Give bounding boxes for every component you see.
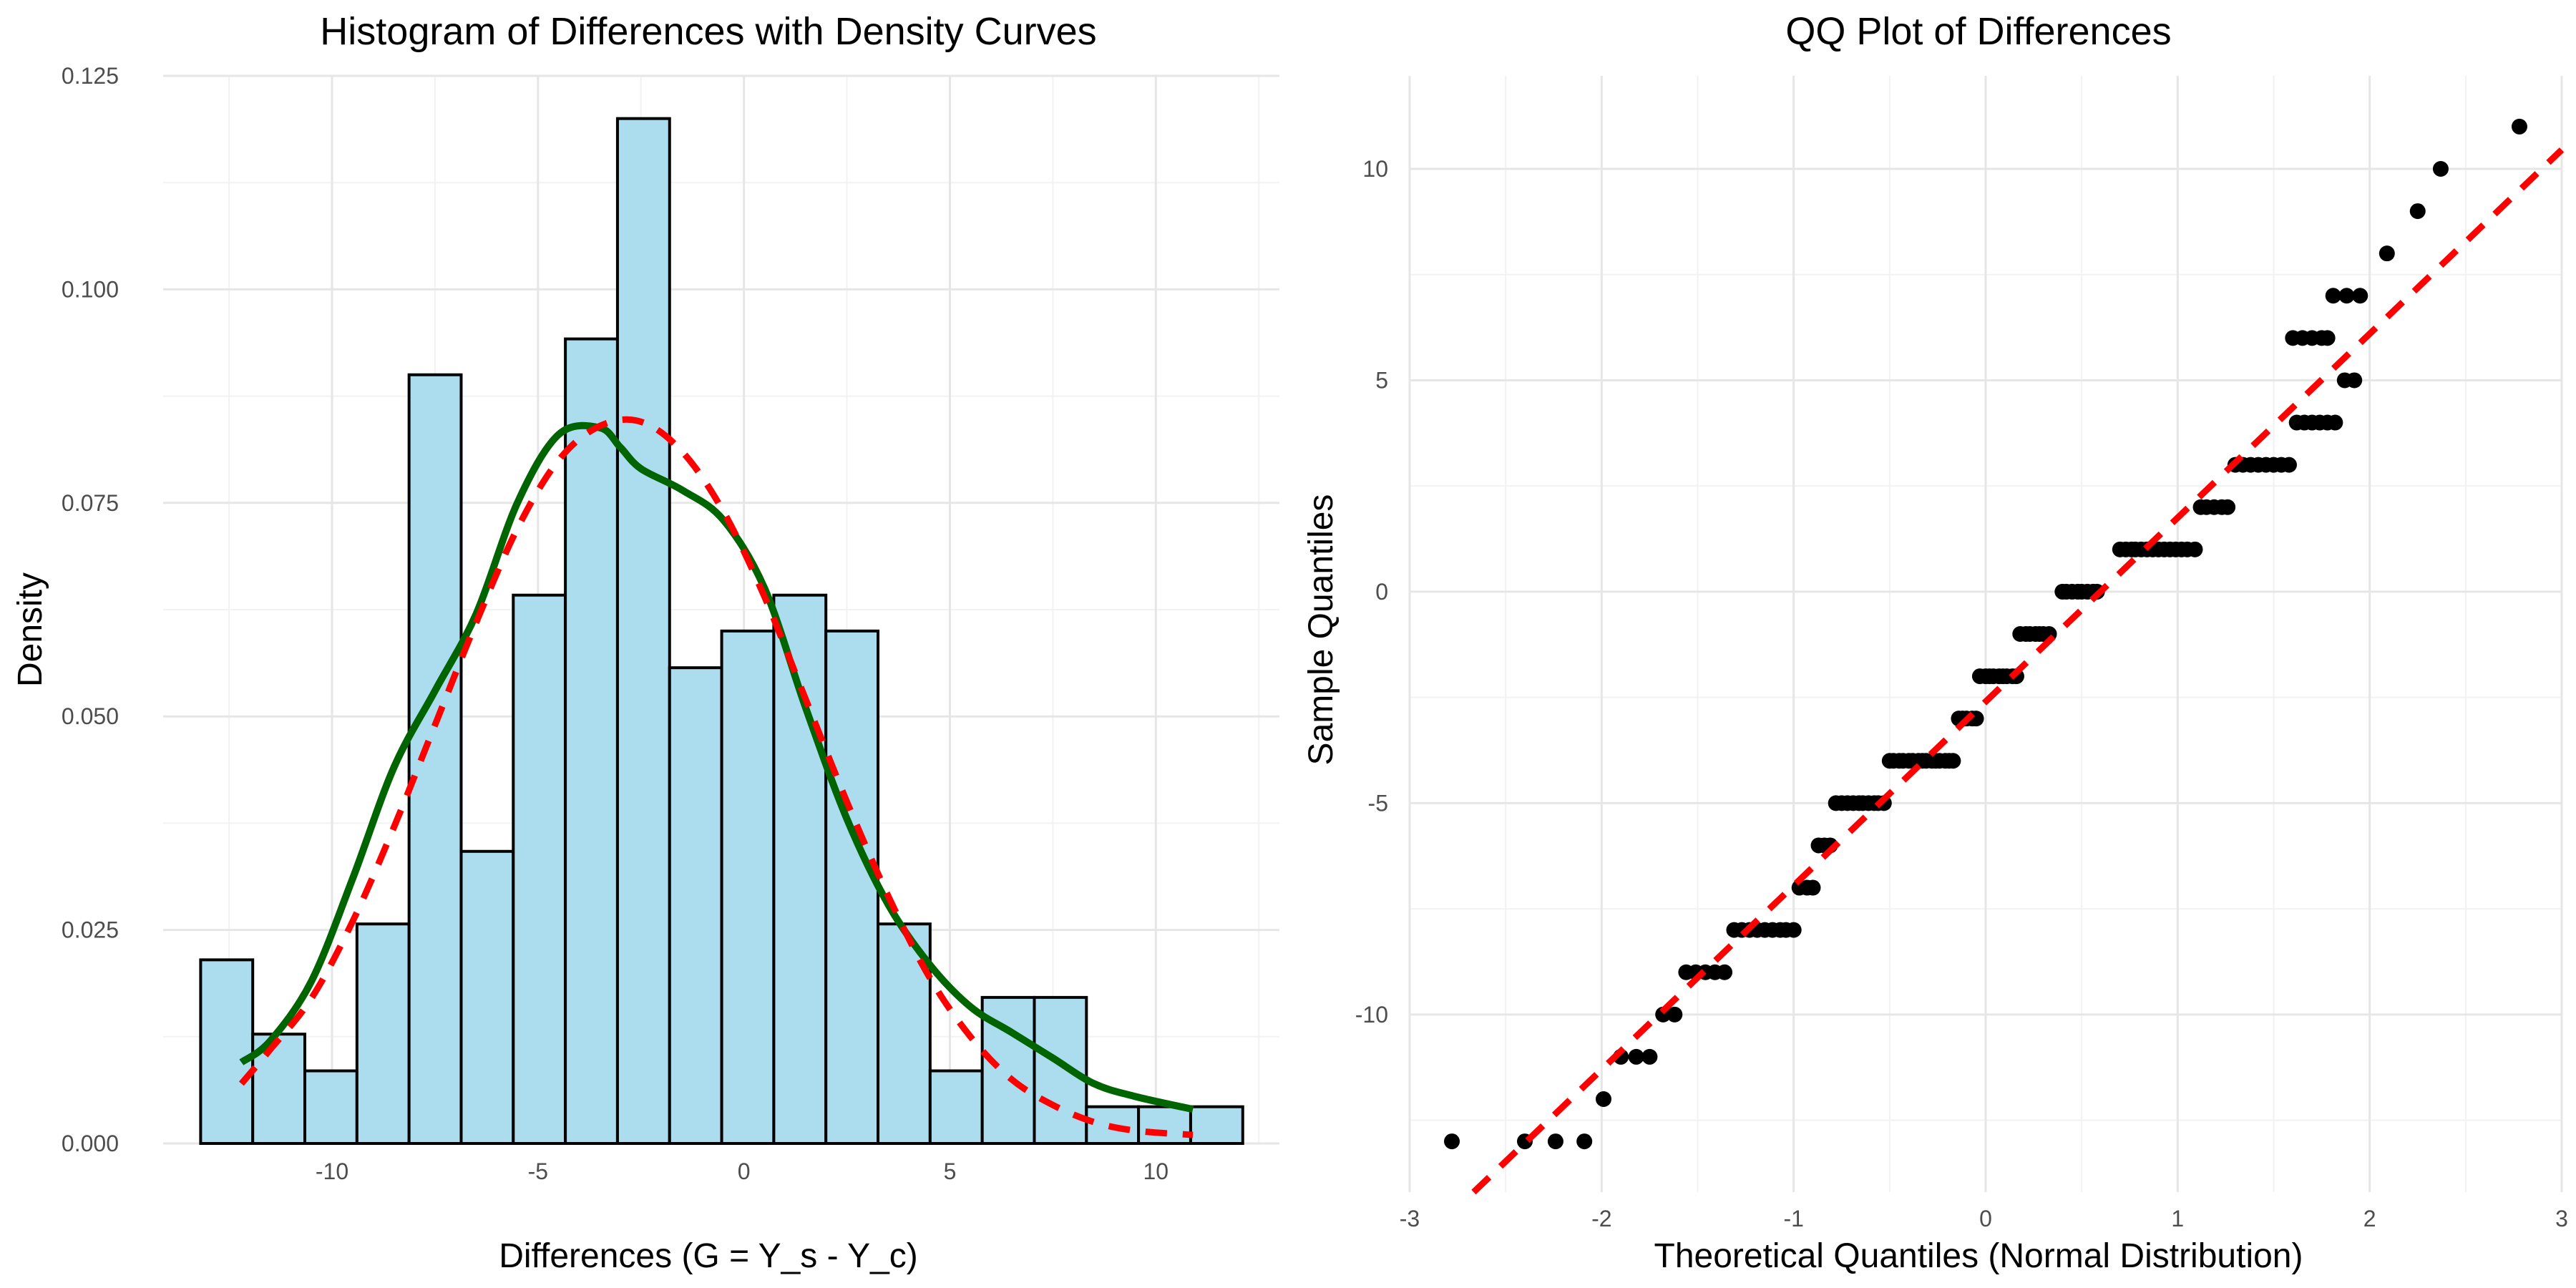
histogram-bar [928, 1069, 984, 1145]
qq-point [2327, 414, 2343, 431]
y-tick-label: 0.050 [62, 703, 119, 729]
x-tick-label: -1 [1783, 1206, 1803, 1231]
histogram-bar [355, 922, 411, 1145]
histogram-bar [407, 373, 463, 1145]
qq-point [1805, 879, 1821, 896]
histogram-y-axis-label: Density [11, 572, 49, 687]
qq-point [1628, 1048, 1644, 1065]
qq-reference-line-group [1471, 147, 2565, 1195]
qq-point [2346, 372, 2363, 389]
qq-point [1576, 1133, 1593, 1150]
x-tick-label: 5 [944, 1158, 957, 1184]
qq-point [1945, 753, 1961, 769]
qq-point [2409, 203, 2426, 220]
qq-point [2280, 457, 2297, 473]
qq-point [1444, 1133, 1460, 1150]
histogram-bar [459, 849, 515, 1146]
x-tick-label: -2 [1591, 1206, 1611, 1231]
qq-point [2338, 288, 2355, 304]
y-tick-label: 0.075 [62, 490, 119, 516]
qq-point [2432, 161, 2449, 177]
histogram-bar [512, 593, 567, 1145]
qq-x-tick-labels: -3 -2 -1 0 1 2 3 [1400, 1206, 2568, 1231]
y-tick-label: 10 [1362, 156, 1388, 182]
x-tick-label: 2 [2363, 1206, 2376, 1231]
histogram-bar [615, 117, 671, 1145]
y-tick-label: 5 [1375, 367, 1388, 393]
histogram-bar [303, 1069, 358, 1145]
x-tick-label: 10 [1143, 1158, 1169, 1184]
density-curves [238, 416, 1194, 1138]
histogram-bar [1189, 1105, 1244, 1145]
qq-y-tick-labels: -10 -5 0 5 10 [1355, 156, 1388, 1028]
x-tick-label: -5 [528, 1158, 548, 1184]
qq-point [1667, 1006, 1683, 1023]
histogram-gridlines [163, 74, 1279, 1145]
x-tick-label: 3 [2555, 1206, 2568, 1231]
y-tick-label: 0.000 [62, 1131, 119, 1156]
qq-point [2511, 118, 2527, 135]
histogram-bar [824, 629, 880, 1145]
histogram-bar [720, 629, 776, 1145]
y-tick-label: 0 [1375, 579, 1388, 605]
qq-point [1641, 1048, 1658, 1065]
histogram-bar [199, 958, 255, 1145]
qq-gridlines [1408, 76, 2563, 1192]
histogram-bar [668, 666, 723, 1145]
y-tick-label: 0.025 [62, 917, 119, 943]
qq-point [2319, 330, 2336, 346]
qq-point [2187, 541, 2203, 557]
histogram-y-tick-labels: 0.000 0.025 0.050 0.075 0.100 0.125 [62, 63, 119, 1156]
y-tick-label: 0.100 [62, 276, 119, 302]
x-tick-label: -3 [1400, 1206, 1420, 1231]
histogram-x-axis-label: Differences (G = Y_s - Y_c) [499, 1237, 918, 1275]
x-tick-label: 0 [738, 1158, 751, 1184]
y-tick-label: -5 [1368, 790, 1388, 816]
x-tick-label: 0 [1979, 1206, 1992, 1231]
qq-point [1547, 1133, 1563, 1150]
histogram-bar [564, 337, 619, 1146]
qq-point [2352, 288, 2368, 304]
normal-density-curve [238, 416, 1194, 1138]
qq-title: QQ Plot of Differences [1785, 10, 2171, 53]
histogram-title: Histogram of Differences with Density Cu… [320, 10, 1096, 53]
y-tick-label: -10 [1355, 1002, 1388, 1028]
histogram-panel: -10 -5 0 5 10 0.000 0.025 0.050 0.075 0.100 0.125… [11, 10, 1279, 1275]
kernel-density-curve [239, 421, 1194, 1113]
qq-point [2325, 288, 2341, 304]
qq-y-axis-label: Sample Quantiles [1302, 494, 1340, 766]
x-tick-label: 1 [2171, 1206, 2184, 1231]
histogram-bar [772, 593, 828, 1145]
qq-point [1596, 1091, 1612, 1107]
qq-point [2379, 245, 2395, 262]
y-tick-label: 0.125 [62, 63, 119, 89]
qq-point [1717, 964, 1733, 980]
histogram-bar [1033, 995, 1088, 1146]
qq-point [2220, 499, 2236, 515]
qq-x-axis-label: Theoretical Quantiles (Normal Distributi… [1654, 1237, 2303, 1275]
x-tick-label: -10 [316, 1158, 348, 1184]
histogram-x-tick-labels: -10 -5 0 5 10 [316, 1158, 1169, 1184]
histogram-bar [1137, 1105, 1192, 1145]
qq-point [1785, 922, 1802, 938]
qq-reference-line [1471, 147, 2565, 1195]
